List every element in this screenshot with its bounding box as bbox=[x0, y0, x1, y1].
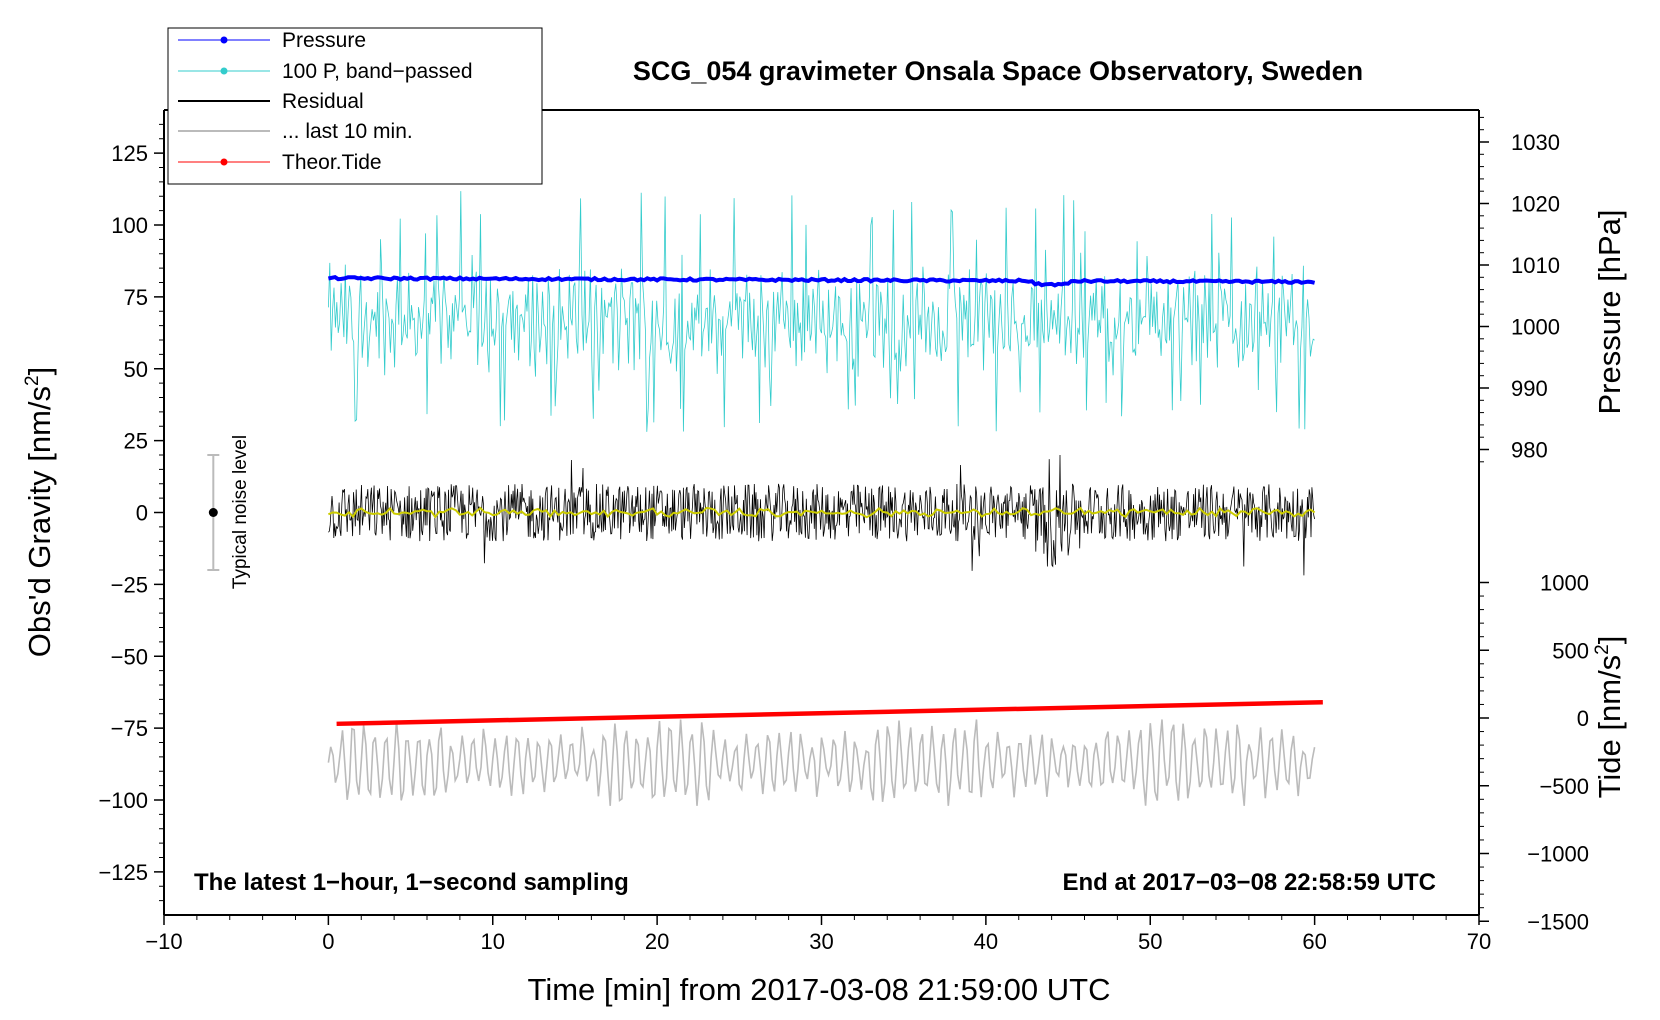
y-tick-label-left: −25 bbox=[111, 572, 148, 597]
legend-marker-theor-tide bbox=[220, 158, 228, 166]
y-tick-label-left: −100 bbox=[98, 788, 148, 813]
x-tick-label: 50 bbox=[1138, 929, 1162, 954]
y-tick-label-pressure: 980 bbox=[1511, 438, 1548, 463]
series-last-10-min-line bbox=[327, 719, 1316, 806]
y-axis-label-pressure: Pressure [hPa] bbox=[1592, 209, 1627, 414]
y-tick-label-left: −125 bbox=[98, 860, 148, 885]
legend-marker-band-passed bbox=[220, 67, 228, 75]
series-residual-line bbox=[328, 454, 1315, 576]
legend: Pressure 100 P, band−passed Residual ...… bbox=[167, 27, 543, 185]
x-tick-label: 30 bbox=[809, 929, 833, 954]
y-tick-label-left: 100 bbox=[111, 213, 148, 238]
x-tick-label: −10 bbox=[145, 929, 182, 954]
x-tick-label: 60 bbox=[1302, 929, 1326, 954]
y-tick-label-pressure: 990 bbox=[1511, 376, 1548, 401]
y-tick-label-tide: −1000 bbox=[1527, 842, 1589, 867]
traces-layer bbox=[327, 191, 1323, 806]
y-tick-label-left: 75 bbox=[124, 285, 148, 310]
y-axis-label-left: Obs'd Gravity [nm/s2] bbox=[22, 367, 57, 657]
chart-title: SCG_054 gravimeter Onsala Space Observat… bbox=[633, 56, 1363, 86]
x-tick-label: 0 bbox=[322, 929, 334, 954]
legend-item-band-passed: 100 P, band−passed bbox=[178, 60, 473, 83]
y-tick-label-tide: −1500 bbox=[1527, 909, 1589, 934]
legend-label-last-10-min: ... last 10 min. bbox=[282, 120, 413, 143]
y-tick-label-left: 25 bbox=[124, 429, 148, 454]
legend-item-last-10-min: ... last 10 min. bbox=[178, 120, 413, 143]
x-tick-label: 10 bbox=[481, 929, 505, 954]
y-tick-label-left: 125 bbox=[111, 141, 148, 166]
x-axis-label: Time [min] from 2017-03-08 21:59:00 UTC bbox=[528, 972, 1111, 1007]
y-tick-label-left: 50 bbox=[124, 357, 148, 382]
y-tick-label-pressure: 1000 bbox=[1511, 315, 1560, 340]
y-tick-label-left: 0 bbox=[136, 501, 148, 526]
legend-item-residual: Residual bbox=[178, 90, 364, 113]
x-tick-label: 70 bbox=[1467, 929, 1491, 954]
noise-level-label: Typical noise level bbox=[230, 435, 251, 589]
legend-label-pressure: Pressure bbox=[282, 29, 366, 52]
legend-marker-pressure bbox=[220, 36, 228, 44]
series-band-passed-line bbox=[328, 191, 1315, 432]
legend-label-residual: Residual bbox=[282, 90, 364, 113]
y-tick-label-tide: 1000 bbox=[1540, 571, 1589, 596]
y-tick-label-pressure: 1010 bbox=[1511, 253, 1560, 278]
legend-item-pressure: Pressure bbox=[178, 29, 366, 52]
sampling-note: The latest 1−hour, 1−second sampling bbox=[194, 869, 629, 896]
legend-label-band-passed: 100 P, band−passed bbox=[282, 60, 473, 83]
y-tick-label-left: −50 bbox=[111, 644, 148, 669]
y-tick-label-pressure: 1020 bbox=[1511, 192, 1560, 217]
y-tick-label-tide: −500 bbox=[1539, 774, 1589, 799]
y-tick-label-left: −75 bbox=[111, 716, 148, 741]
series-theor-tide-line bbox=[336, 700, 1323, 727]
x-tick-label: 40 bbox=[974, 929, 998, 954]
series-smoothed-residual-line bbox=[327, 506, 1316, 519]
axes-layer: −10 0 10 20 30 40 50 60 70−125−100−75−50−2502550… bbox=[98, 109, 1589, 954]
legend-item-theor-tide: Theor.Tide bbox=[178, 151, 382, 174]
noise-level-indicator: Typical noise level bbox=[207, 435, 251, 589]
x-tick-label: 20 bbox=[645, 929, 669, 954]
noise-level-center-dot bbox=[208, 508, 218, 517]
y-tick-label-pressure: 1030 bbox=[1511, 130, 1560, 155]
series-pressure-line bbox=[327, 274, 1316, 288]
y-tick-label-tide: 0 bbox=[1577, 706, 1589, 731]
legend-label-theor-tide: Theor.Tide bbox=[282, 151, 382, 174]
y-axis-label-tide: Tide [nm/s2] bbox=[1592, 636, 1627, 799]
y-tick-label-tide: 500 bbox=[1552, 638, 1589, 663]
legend-box bbox=[167, 27, 543, 185]
end-time-note: End at 2017−03−08 22:58:59 UTC bbox=[1062, 869, 1436, 896]
